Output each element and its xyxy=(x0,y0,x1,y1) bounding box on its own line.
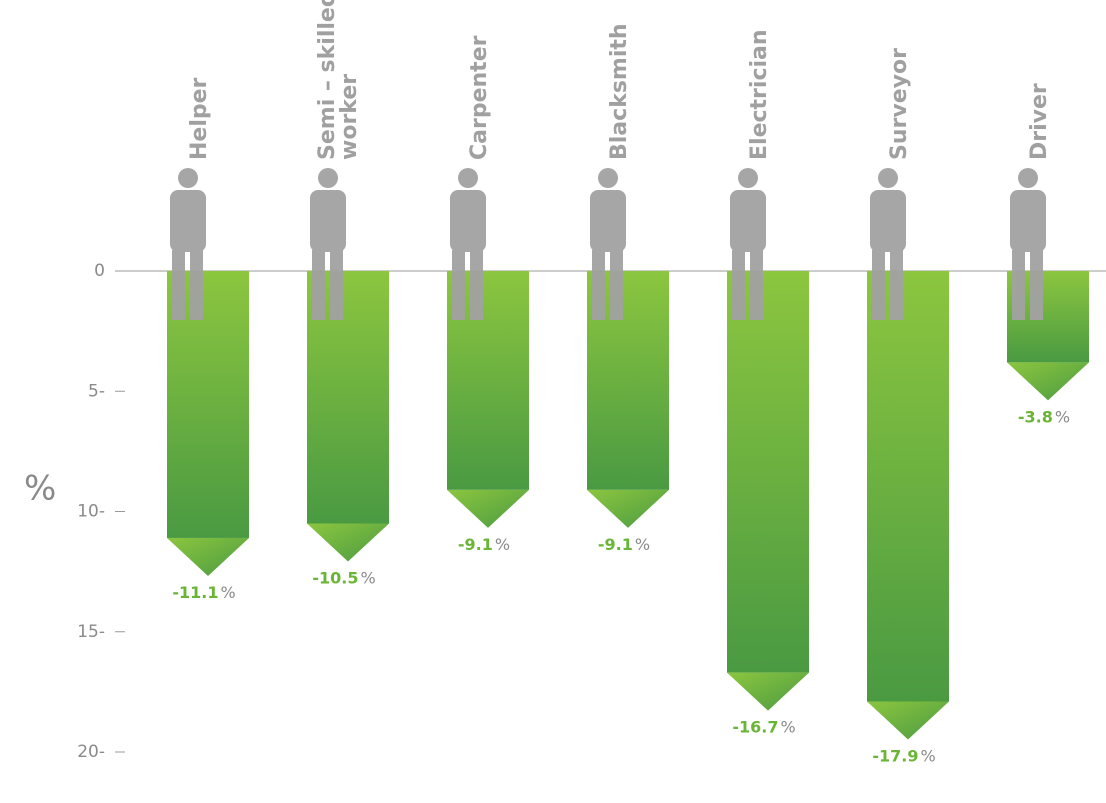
bar xyxy=(727,271,809,673)
figure-head xyxy=(1018,168,1038,188)
value-label-number: -10.5 xyxy=(312,569,358,588)
figure-body xyxy=(590,190,626,252)
category-label: Blacksmith xyxy=(607,23,632,160)
category-label: Surveyor xyxy=(887,48,912,160)
figure-leg xyxy=(452,250,465,320)
figure-head xyxy=(178,168,198,188)
value-label: -17.9% xyxy=(872,746,935,765)
value-label-number: -9.1 xyxy=(458,535,493,554)
figure-leg xyxy=(1030,250,1043,320)
category-label: Driver xyxy=(1027,83,1052,160)
bar xyxy=(867,271,949,702)
arrow-head xyxy=(867,701,949,740)
figure-head xyxy=(318,168,338,188)
y-tick-label: 5- xyxy=(88,381,105,401)
value-label-number: -17.9 xyxy=(872,746,918,765)
figure-head xyxy=(598,168,618,188)
figure-leg xyxy=(190,250,203,320)
y-tick-label: 10- xyxy=(77,502,105,522)
category-label: Helper xyxy=(187,77,212,160)
arrow-head xyxy=(307,523,389,562)
value-label-unit: % xyxy=(635,535,650,554)
figure-body xyxy=(450,190,486,252)
figure-leg xyxy=(872,250,885,320)
value-label: -11.1% xyxy=(172,583,235,602)
value-label-unit: % xyxy=(920,746,935,765)
figure-leg xyxy=(890,250,903,320)
category-label: Carpenter xyxy=(467,35,492,160)
value-label-number: -16.7 xyxy=(732,718,778,737)
worker-figure xyxy=(170,168,206,320)
value-label-number: -3.8 xyxy=(1018,407,1053,426)
worker-figure xyxy=(730,168,766,320)
value-label-unit: % xyxy=(220,583,235,602)
figure-leg xyxy=(1012,250,1025,320)
figure-leg xyxy=(330,250,343,320)
arrow-head xyxy=(1007,362,1089,401)
figure-head xyxy=(458,168,478,188)
figure-leg xyxy=(470,250,483,320)
y-tick-label: 0 xyxy=(94,261,105,281)
figure-head xyxy=(738,168,758,188)
value-label: -10.5% xyxy=(312,569,375,588)
arrow-head xyxy=(727,672,809,711)
worker-figure xyxy=(590,168,626,320)
figure-leg xyxy=(732,250,745,320)
value-label-unit: % xyxy=(495,535,510,554)
figure-head xyxy=(878,168,898,188)
figure-body xyxy=(170,190,206,252)
worker-figure xyxy=(1010,168,1046,320)
worker-figure xyxy=(450,168,486,320)
worker-figure xyxy=(310,168,346,320)
worker-figure xyxy=(870,168,906,320)
figure-body xyxy=(1010,190,1046,252)
arrow-head xyxy=(587,489,669,528)
figure-leg xyxy=(312,250,325,320)
figure-leg xyxy=(610,250,623,320)
y-tick-label: 15- xyxy=(77,622,105,642)
value-label: -16.7% xyxy=(732,718,795,737)
value-label: -3.8% xyxy=(1018,407,1070,426)
y-tick-label: 20- xyxy=(77,742,105,762)
figure-body xyxy=(310,190,346,252)
value-label: -9.1% xyxy=(458,535,510,554)
value-label-unit: % xyxy=(780,718,795,737)
value-label-number: -11.1 xyxy=(172,583,218,602)
figure-leg xyxy=(592,250,605,320)
figure-leg xyxy=(172,250,185,320)
figure-body xyxy=(730,190,766,252)
figure-leg xyxy=(750,250,763,320)
value-label-unit: % xyxy=(1055,407,1070,426)
figure-body xyxy=(870,190,906,252)
value-label-unit: % xyxy=(360,569,375,588)
category-label: Electrician xyxy=(747,29,772,160)
category-label: Semi – skilledworker xyxy=(315,0,362,160)
value-label: -9.1% xyxy=(598,535,650,554)
value-label-number: -9.1 xyxy=(598,535,633,554)
arrow-head xyxy=(447,489,529,528)
arrow-head xyxy=(167,537,249,576)
y-axis-label: % xyxy=(24,469,56,509)
